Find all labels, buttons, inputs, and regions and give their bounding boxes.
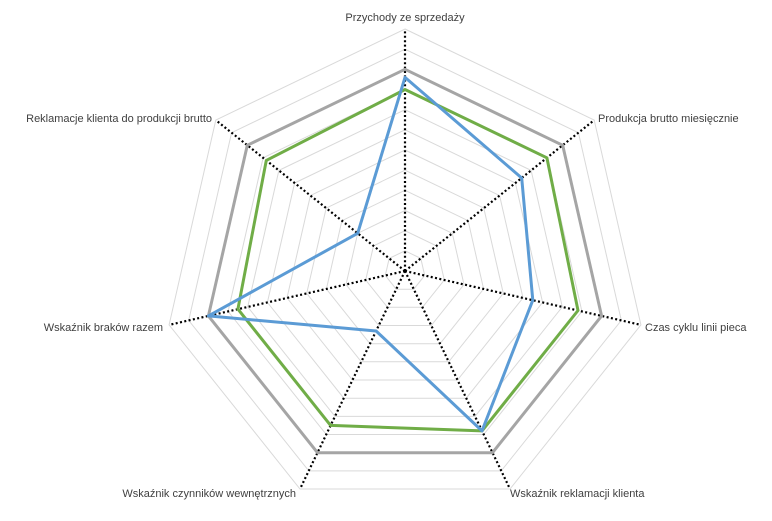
spoke-layer	[168, 29, 642, 490]
axis-spoke	[404, 270, 511, 490]
axis-spoke	[404, 269, 642, 326]
axis-spoke	[299, 270, 406, 490]
grid-ring	[306, 169, 504, 363]
grid-ring	[266, 129, 544, 399]
axis-label-czas-cyklu: Czas cyklu linii pieca	[645, 322, 747, 334]
series-line-3	[206, 75, 535, 433]
grid-ring	[168, 28, 642, 490]
grid-ring	[247, 109, 563, 417]
grid-ring	[365, 230, 445, 308]
label-layer: Przychody ze sprzedaży Produkcja brutto …	[26, 12, 747, 500]
grid-ring	[345, 209, 465, 326]
series-layer	[206, 67, 604, 455]
axis-label-braki: Wskaźnik braków razem	[44, 322, 163, 334]
axis-spoke	[404, 119, 595, 272]
grid-ring	[188, 48, 622, 472]
series-line-2	[236, 88, 580, 433]
axis-label-reklamacje-do-produkcji: Reklamacje klienta do produkcji brutto	[26, 113, 212, 125]
axis-label-czynniki: Wskaźnik czynników wewnętrznych	[122, 488, 296, 500]
grid-ring	[286, 149, 524, 381]
axis-label-produkcja: Produkcja brutto miesięcznie	[598, 113, 739, 125]
grid-ring	[325, 189, 485, 345]
series-line-1	[206, 67, 604, 455]
axis-spoke	[215, 119, 406, 272]
axis-label-reklamacje: Wskaźnik reklamacji klienta	[510, 488, 645, 500]
grid-ring	[384, 250, 426, 290]
axis-spoke	[168, 269, 406, 326]
axis-label-przychody: Przychody ze sprzedaży	[345, 12, 465, 24]
